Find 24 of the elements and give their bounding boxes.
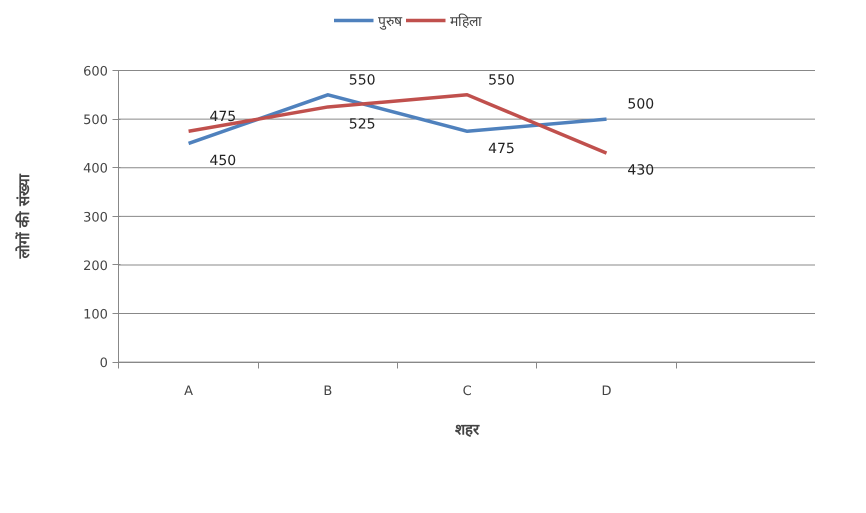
data-label: 525 bbox=[348, 116, 376, 132]
x-tick-label: D bbox=[602, 384, 612, 400]
legend-label: महिला bbox=[450, 12, 482, 30]
y-axis-title: लोगों की संख्या bbox=[15, 173, 34, 260]
y-tick-label: 200 bbox=[83, 258, 108, 274]
line-series bbox=[186, 93, 608, 155]
data-label: 500 bbox=[627, 96, 654, 113]
data-label: 475 bbox=[209, 108, 236, 125]
y-tick-label: 500 bbox=[83, 113, 108, 128]
data-label: 550 bbox=[348, 72, 376, 88]
y-tick-label: 300 bbox=[83, 210, 108, 226]
y-tick-label: 100 bbox=[83, 308, 108, 323]
legend-label: पुरुष bbox=[378, 12, 402, 30]
y-tick-label: 600 bbox=[83, 64, 108, 80]
data-label: 450 bbox=[209, 152, 236, 169]
x-tick-label: C bbox=[462, 384, 472, 400]
y-tick-label: 400 bbox=[83, 162, 108, 177]
x-tick-label: A bbox=[184, 384, 194, 400]
data-label: 430 bbox=[627, 162, 654, 179]
data-label: 475 bbox=[488, 140, 515, 157]
y-tick-label: 0 bbox=[100, 356, 108, 372]
x-tick-label: B bbox=[323, 384, 332, 400]
data-label: 550 bbox=[488, 72, 515, 88]
x-axis-title: शहर bbox=[455, 420, 480, 438]
